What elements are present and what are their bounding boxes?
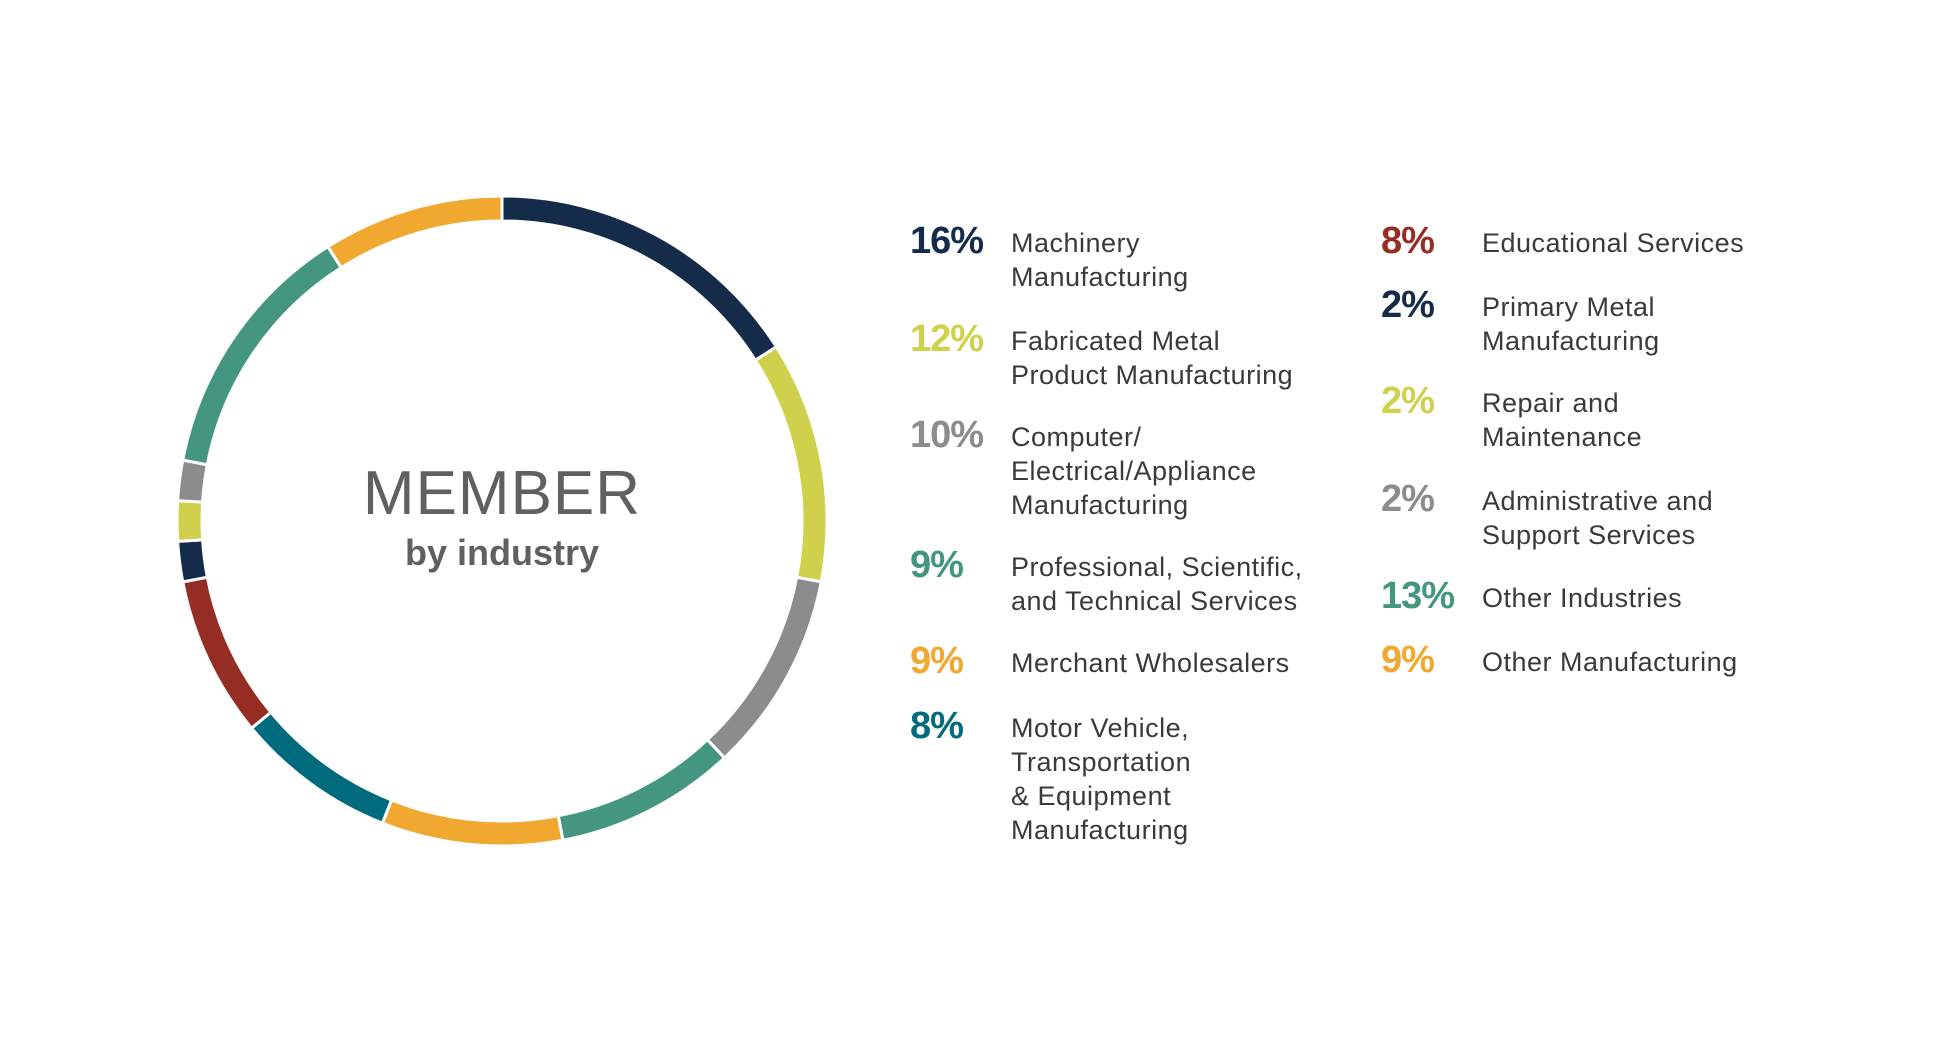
legend-item: 13% Other Industries: [1381, 577, 1682, 615]
donut-segment: [556, 737, 727, 842]
legend-item: 8% Educational Services: [1381, 222, 1744, 260]
legend-percent: 9%: [1381, 639, 1435, 681]
donut-segment: [181, 244, 344, 467]
donut-segment: [500, 194, 779, 363]
legend-label: Other Industries: [1482, 583, 1683, 613]
legend-label: Machinery Manufacturing: [1011, 228, 1189, 292]
donut-segment: [249, 710, 394, 826]
legend-percent: 8%: [910, 705, 964, 747]
legend-label: Administrative and Support Services: [1482, 486, 1714, 550]
legend-percent: 2%: [1381, 284, 1435, 326]
legend-percent: 10%: [910, 414, 984, 456]
donut-segment: [176, 538, 210, 584]
donut-segment: [176, 458, 210, 504]
legend-label: Repair and Maintenance: [1482, 388, 1643, 452]
legend-percent: 16%: [910, 220, 984, 262]
legend-item: 10% Computer/ Electrical/Appliance Manufa…: [910, 416, 1257, 522]
legend-item: 2% Administrative and Support Services: [1381, 480, 1713, 552]
legend-percent: 2%: [1381, 380, 1435, 422]
legend-label: Merchant Wholesalers: [1011, 648, 1290, 678]
donut-chart: [175, 194, 829, 848]
chart-subtitle: by industry: [404, 532, 600, 573]
legend-item: 8% Motor Vehicle, Transportation & Equipm…: [910, 707, 1191, 847]
legend-percent: 8%: [1381, 220, 1435, 262]
legend-item: 2% Primary Metal Manufacturing: [1381, 286, 1660, 358]
legend-percent: 12%: [910, 318, 984, 360]
legend-item: 9% Professional, Scientific, and Technica…: [910, 546, 1303, 618]
donut-segment: [380, 797, 565, 848]
chart-title: MEMBER: [362, 459, 642, 528]
legend-label: Primary Metal Manufacturing: [1482, 292, 1660, 356]
legend-label: Other Manufacturing: [1482, 647, 1738, 677]
legend-item: 16% Machinery Manufacturing: [910, 222, 1189, 294]
legend-item: 2% Repair and Maintenance: [1381, 382, 1642, 454]
legend-item: 9% Other Manufacturing: [1381, 641, 1738, 679]
legend-percent: 9%: [910, 640, 964, 682]
legend-label: Computer/ Electrical/Appliance Manufactu…: [1011, 422, 1257, 520]
legend-percent: 13%: [1381, 575, 1455, 617]
donut-segment: [753, 344, 829, 584]
donut-segment: [705, 575, 823, 761]
legend-percent: 9%: [910, 544, 964, 586]
legend-label: Educational Services: [1482, 228, 1745, 258]
legend-item: 12% Fabricated Metal Product Manufacturin…: [910, 320, 1293, 392]
legend-item: 9% Merchant Wholesalers: [910, 642, 1290, 680]
donut-segment: [175, 499, 205, 543]
legend-label: Motor Vehicle, Transportation & Equipmen…: [1011, 713, 1192, 845]
donut-segment: [181, 575, 273, 731]
legend-label: Fabricated Metal Product Manufacturing: [1011, 326, 1294, 390]
legend-label: Professional, Scientific, and Technical …: [1011, 552, 1303, 616]
legend-percent: 2%: [1381, 478, 1435, 520]
donut-segment: [325, 194, 504, 270]
